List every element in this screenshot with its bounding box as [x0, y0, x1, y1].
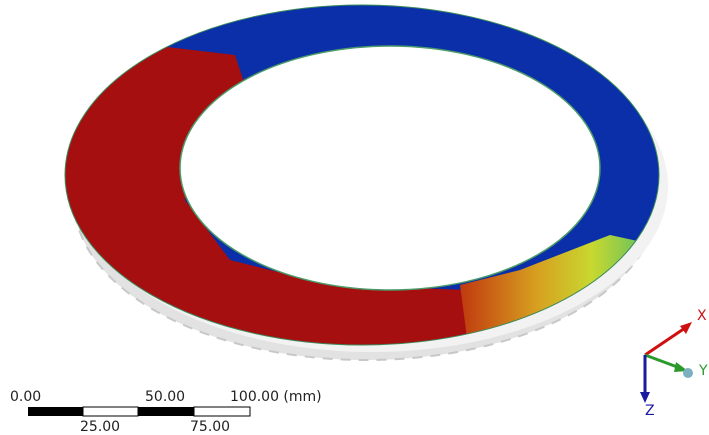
axis-triad: X Y Z	[640, 308, 708, 419]
scale-label: 50.00	[145, 389, 185, 405]
scale-label: 75.00	[190, 419, 230, 435]
axis-label: Y	[698, 363, 708, 379]
axis-label: X	[697, 308, 707, 324]
scale-label: 25.00	[80, 419, 120, 435]
viewport: 0.00 50.00 100.00 (mm) 25.00 75.00 X Y Z	[0, 0, 709, 435]
scale-label: 100.00 (mm)	[230, 389, 322, 405]
ring-hole	[180, 46, 600, 290]
scale-bar: 0.00 50.00 100.00 (mm) 25.00 75.00	[10, 389, 322, 435]
axis-label: Z	[645, 403, 655, 419]
scale-label: 0.00	[10, 389, 41, 405]
